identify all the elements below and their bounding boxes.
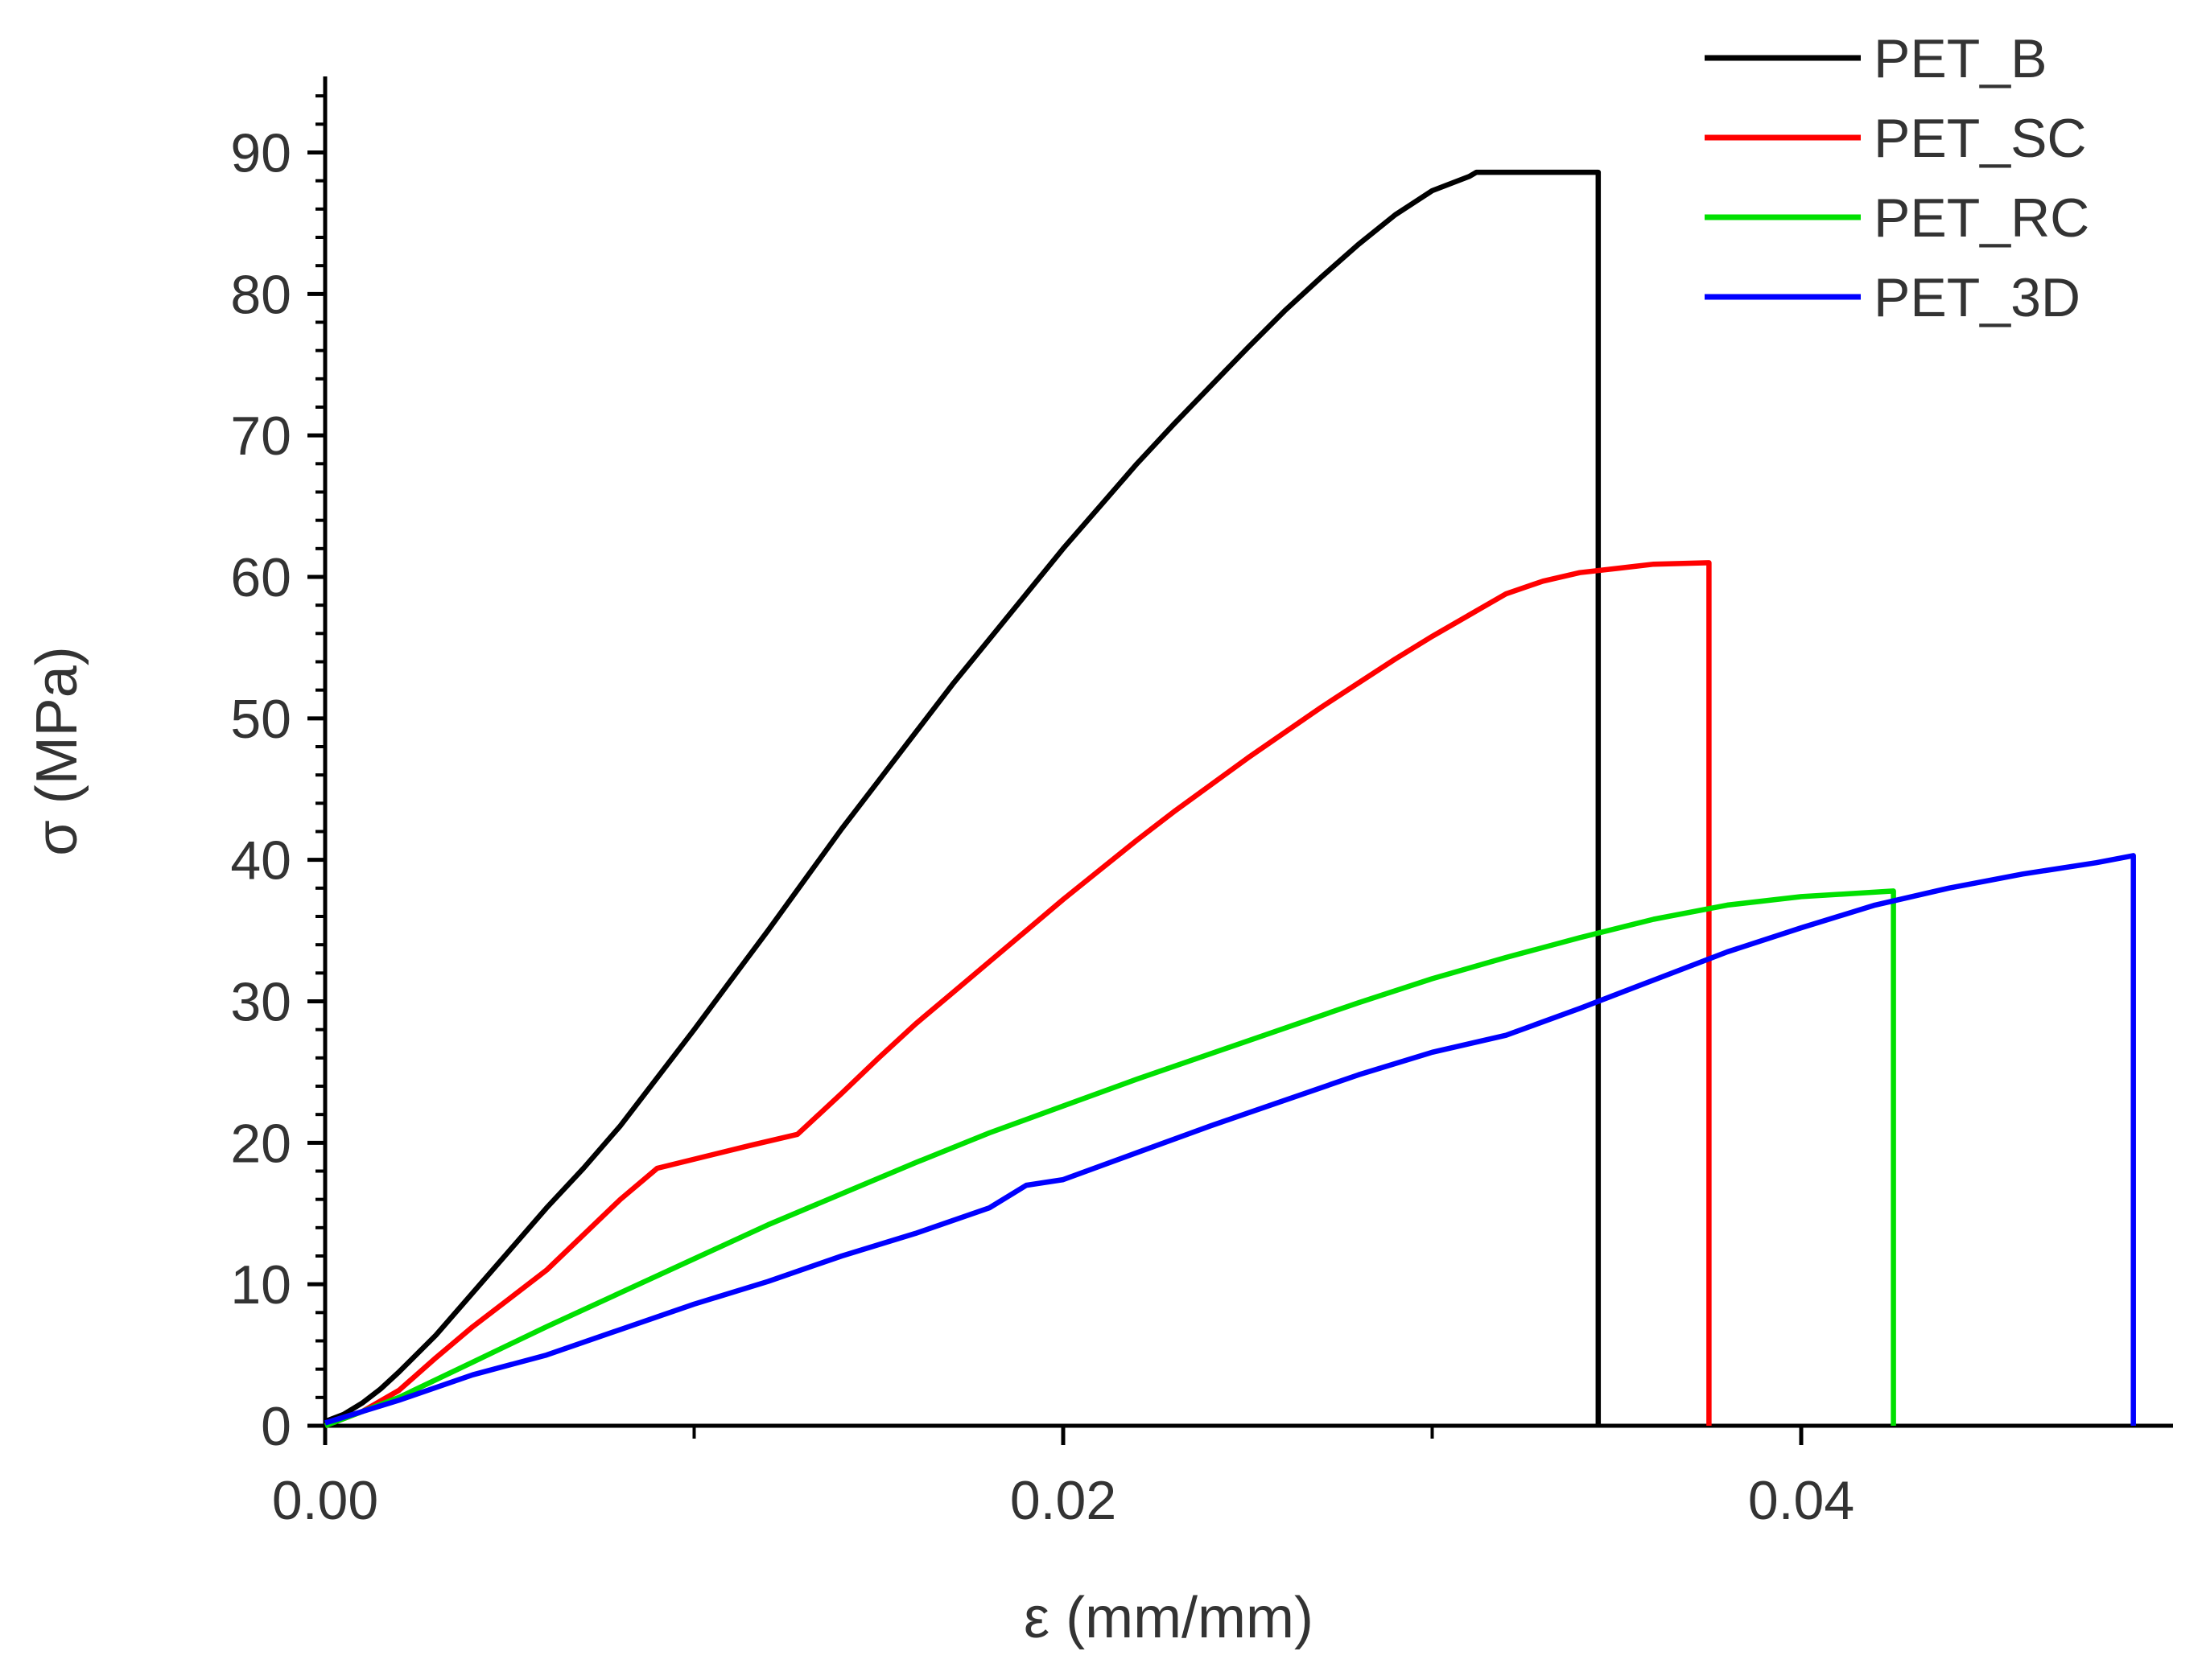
axes bbox=[323, 76, 2173, 1428]
legend-item: PET_3D bbox=[1705, 267, 2080, 328]
y-tick-label: 70 bbox=[230, 406, 291, 467]
y-tick-label: 20 bbox=[230, 1113, 291, 1174]
ticks: 0 10 20 30 40 50 60 70 80 90 0.00 0.02 0.04 bbox=[230, 94, 1854, 1531]
y-tick-label: 0 bbox=[261, 1396, 291, 1457]
x-tick-label: 0.00 bbox=[272, 1470, 378, 1531]
y-tick-label: 40 bbox=[230, 830, 291, 891]
x-axis-title: ε (mm/mm) bbox=[1024, 1586, 1313, 1650]
legend-label: PET_B bbox=[1874, 28, 2047, 89]
legend-label: PET_3D bbox=[1874, 267, 2080, 328]
series-lines bbox=[324, 169, 2136, 1429]
legend: PET_B PET_SC PET_RC PET_3D bbox=[1705, 28, 2089, 328]
series-line-pet-rc bbox=[324, 888, 1896, 1429]
legend-item: PET_RC bbox=[1705, 187, 2089, 249]
x-tick-label: 0.02 bbox=[1010, 1470, 1116, 1531]
y-tick-label: 80 bbox=[230, 264, 291, 325]
series-line-pet-3d bbox=[324, 853, 2136, 1426]
x-tick-label: 0.04 bbox=[1748, 1470, 1854, 1531]
y-tick-label: 60 bbox=[230, 547, 291, 608]
y-tick-label: 10 bbox=[230, 1254, 291, 1316]
series-line-pet-b bbox=[324, 169, 1602, 1426]
legend-item: PET_B bbox=[1705, 28, 2047, 89]
y-tick-label: 50 bbox=[230, 689, 291, 750]
legend-item: PET_SC bbox=[1705, 108, 2087, 169]
legend-label: PET_RC bbox=[1874, 187, 2089, 249]
y-axis-title: σ (MPa) bbox=[25, 646, 89, 855]
y-tick-label: 90 bbox=[230, 123, 291, 184]
y-tick-label: 30 bbox=[230, 972, 291, 1033]
series-line-pet-sc bbox=[324, 560, 1712, 1429]
legend-label: PET_SC bbox=[1874, 108, 2087, 169]
